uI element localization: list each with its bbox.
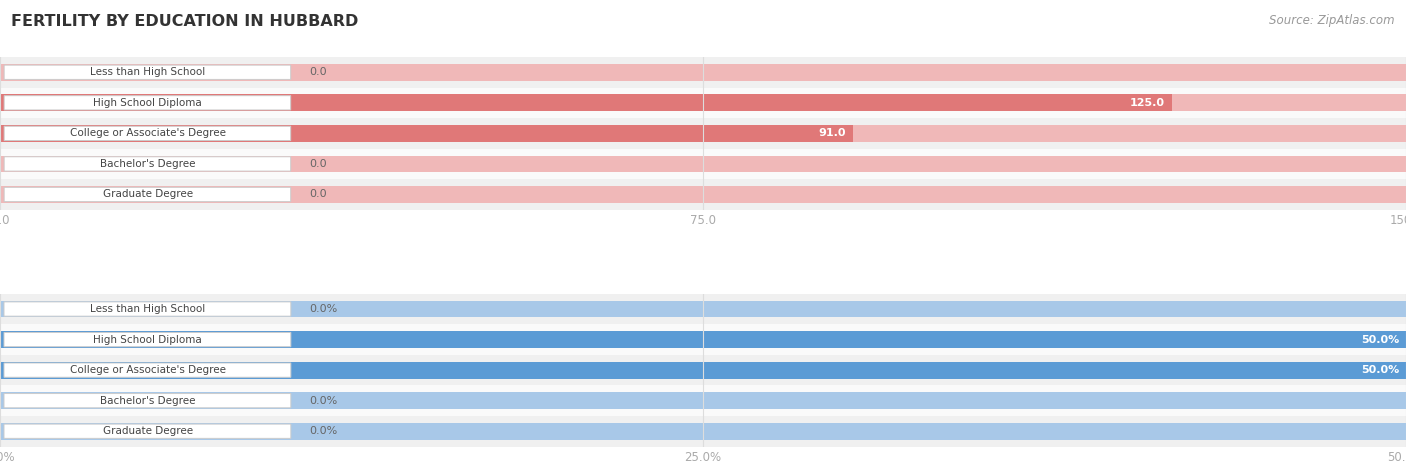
Text: Source: ZipAtlas.com: Source: ZipAtlas.com	[1270, 14, 1395, 27]
Text: Less than High School: Less than High School	[90, 67, 205, 77]
FancyBboxPatch shape	[4, 394, 291, 408]
Bar	[0, 331, 1406, 348]
Text: College or Associate's Degree: College or Associate's Degree	[70, 365, 225, 375]
Text: 0.0: 0.0	[309, 190, 328, 200]
Bar	[0, 64, 1406, 81]
FancyBboxPatch shape	[4, 332, 291, 347]
Text: 0.0%: 0.0%	[309, 396, 337, 406]
Bar	[0, 362, 1406, 379]
FancyBboxPatch shape	[0, 294, 1406, 324]
Bar	[0, 331, 1406, 348]
Bar	[0, 362, 1406, 379]
FancyBboxPatch shape	[4, 302, 291, 316]
Text: Less than High School: Less than High School	[90, 304, 205, 314]
Bar	[0, 186, 1406, 203]
FancyBboxPatch shape	[4, 126, 291, 141]
Bar	[0, 95, 1406, 111]
FancyBboxPatch shape	[0, 57, 1406, 87]
Bar	[0, 125, 1406, 142]
Text: College or Associate's Degree: College or Associate's Degree	[70, 128, 225, 138]
FancyBboxPatch shape	[4, 363, 291, 377]
FancyBboxPatch shape	[0, 149, 1406, 179]
Text: 91.0: 91.0	[818, 128, 846, 138]
FancyBboxPatch shape	[4, 424, 291, 438]
Text: FERTILITY BY EDUCATION IN HUBBARD: FERTILITY BY EDUCATION IN HUBBARD	[11, 14, 359, 29]
Bar	[0, 423, 1406, 440]
Bar	[0, 155, 1406, 172]
Text: 50.0%: 50.0%	[1361, 334, 1399, 344]
Text: 0.0: 0.0	[309, 159, 328, 169]
FancyBboxPatch shape	[4, 95, 291, 110]
Text: Graduate Degree: Graduate Degree	[103, 426, 193, 436]
FancyBboxPatch shape	[4, 65, 291, 79]
Text: Graduate Degree: Graduate Degree	[103, 190, 193, 200]
FancyBboxPatch shape	[4, 157, 291, 171]
Bar	[0, 392, 1406, 409]
Text: 50.0%: 50.0%	[1361, 365, 1399, 375]
Text: 0.0%: 0.0%	[309, 426, 337, 436]
FancyBboxPatch shape	[0, 179, 1406, 210]
FancyBboxPatch shape	[0, 87, 1406, 118]
FancyBboxPatch shape	[4, 187, 291, 201]
FancyBboxPatch shape	[0, 118, 1406, 149]
Text: 125.0: 125.0	[1129, 98, 1164, 108]
Text: Bachelor's Degree: Bachelor's Degree	[100, 396, 195, 406]
Text: High School Diploma: High School Diploma	[93, 334, 202, 344]
Text: 0.0%: 0.0%	[309, 304, 337, 314]
FancyBboxPatch shape	[0, 416, 1406, 446]
Text: 0.0: 0.0	[309, 67, 328, 77]
Bar	[0, 125, 853, 142]
FancyBboxPatch shape	[0, 385, 1406, 416]
Text: High School Diploma: High School Diploma	[93, 98, 202, 108]
FancyBboxPatch shape	[0, 355, 1406, 385]
Text: Bachelor's Degree: Bachelor's Degree	[100, 159, 195, 169]
FancyBboxPatch shape	[0, 324, 1406, 355]
Bar	[0, 95, 1171, 111]
Bar	[0, 301, 1406, 317]
